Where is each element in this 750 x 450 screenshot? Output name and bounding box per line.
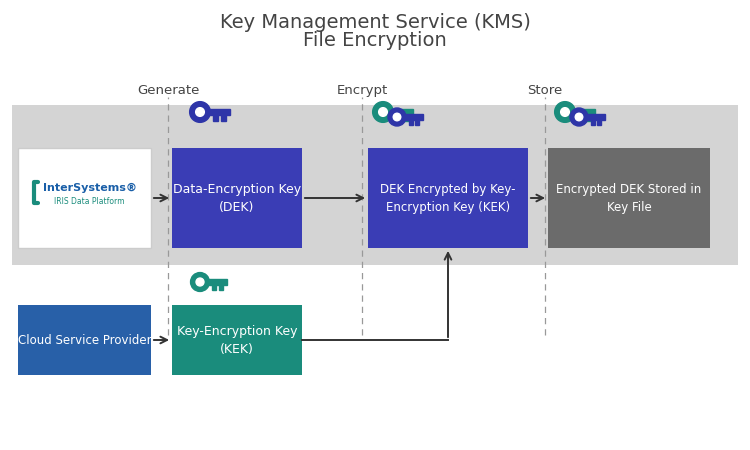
Bar [221,116,226,121]
Text: Key Management Service (KMS): Key Management Service (KMS) [220,13,530,32]
FancyBboxPatch shape [172,148,302,248]
Circle shape [196,108,204,117]
Circle shape [570,108,588,126]
Text: Cloud Service Provider: Cloud Service Provider [18,333,152,346]
Bar [12,105,738,265]
Bar [409,120,413,125]
Text: Data-Encryption Key
(DEK): Data-Encryption Key (DEK) [173,183,301,213]
Circle shape [561,108,569,117]
Circle shape [190,273,209,292]
FancyBboxPatch shape [368,148,528,248]
Bar [219,285,224,290]
Bar [586,116,590,121]
Text: Encrypt: Encrypt [336,84,388,97]
Circle shape [196,278,204,286]
Bar [397,116,401,121]
Circle shape [379,108,387,117]
FancyBboxPatch shape [548,148,710,248]
Bar [597,120,602,125]
Text: Key-Encryption Key
(KEK): Key-Encryption Key (KEK) [177,324,297,356]
FancyBboxPatch shape [172,305,302,375]
Text: Encrypted DEK Stored in
Key File: Encrypted DEK Stored in Key File [556,183,702,213]
Bar [591,120,595,125]
Circle shape [575,113,583,121]
Text: DEK Encrypted by Key-
Encryption Key (KEK): DEK Encrypted by Key- Encryption Key (KE… [380,183,516,213]
Text: File Encryption: File Encryption [303,31,447,50]
Bar [416,120,419,125]
Circle shape [373,102,393,122]
Bar [200,279,227,285]
Circle shape [555,102,575,122]
FancyBboxPatch shape [18,305,151,375]
Text: InterSystems®: InterSystems® [43,183,136,193]
Circle shape [190,102,210,122]
Bar [214,116,218,121]
Bar [404,116,409,121]
Text: IRIS Data Platform: IRIS Data Platform [54,198,124,207]
Circle shape [388,108,406,126]
Bar [578,116,583,121]
Circle shape [393,113,400,121]
Bar [397,114,423,120]
Bar [200,108,230,116]
Bar [579,114,605,120]
Bar [565,108,595,116]
Text: Generate: Generate [136,84,200,97]
FancyBboxPatch shape [18,148,151,248]
Text: Store: Store [527,84,562,97]
Bar [212,285,217,290]
Bar [383,108,413,116]
